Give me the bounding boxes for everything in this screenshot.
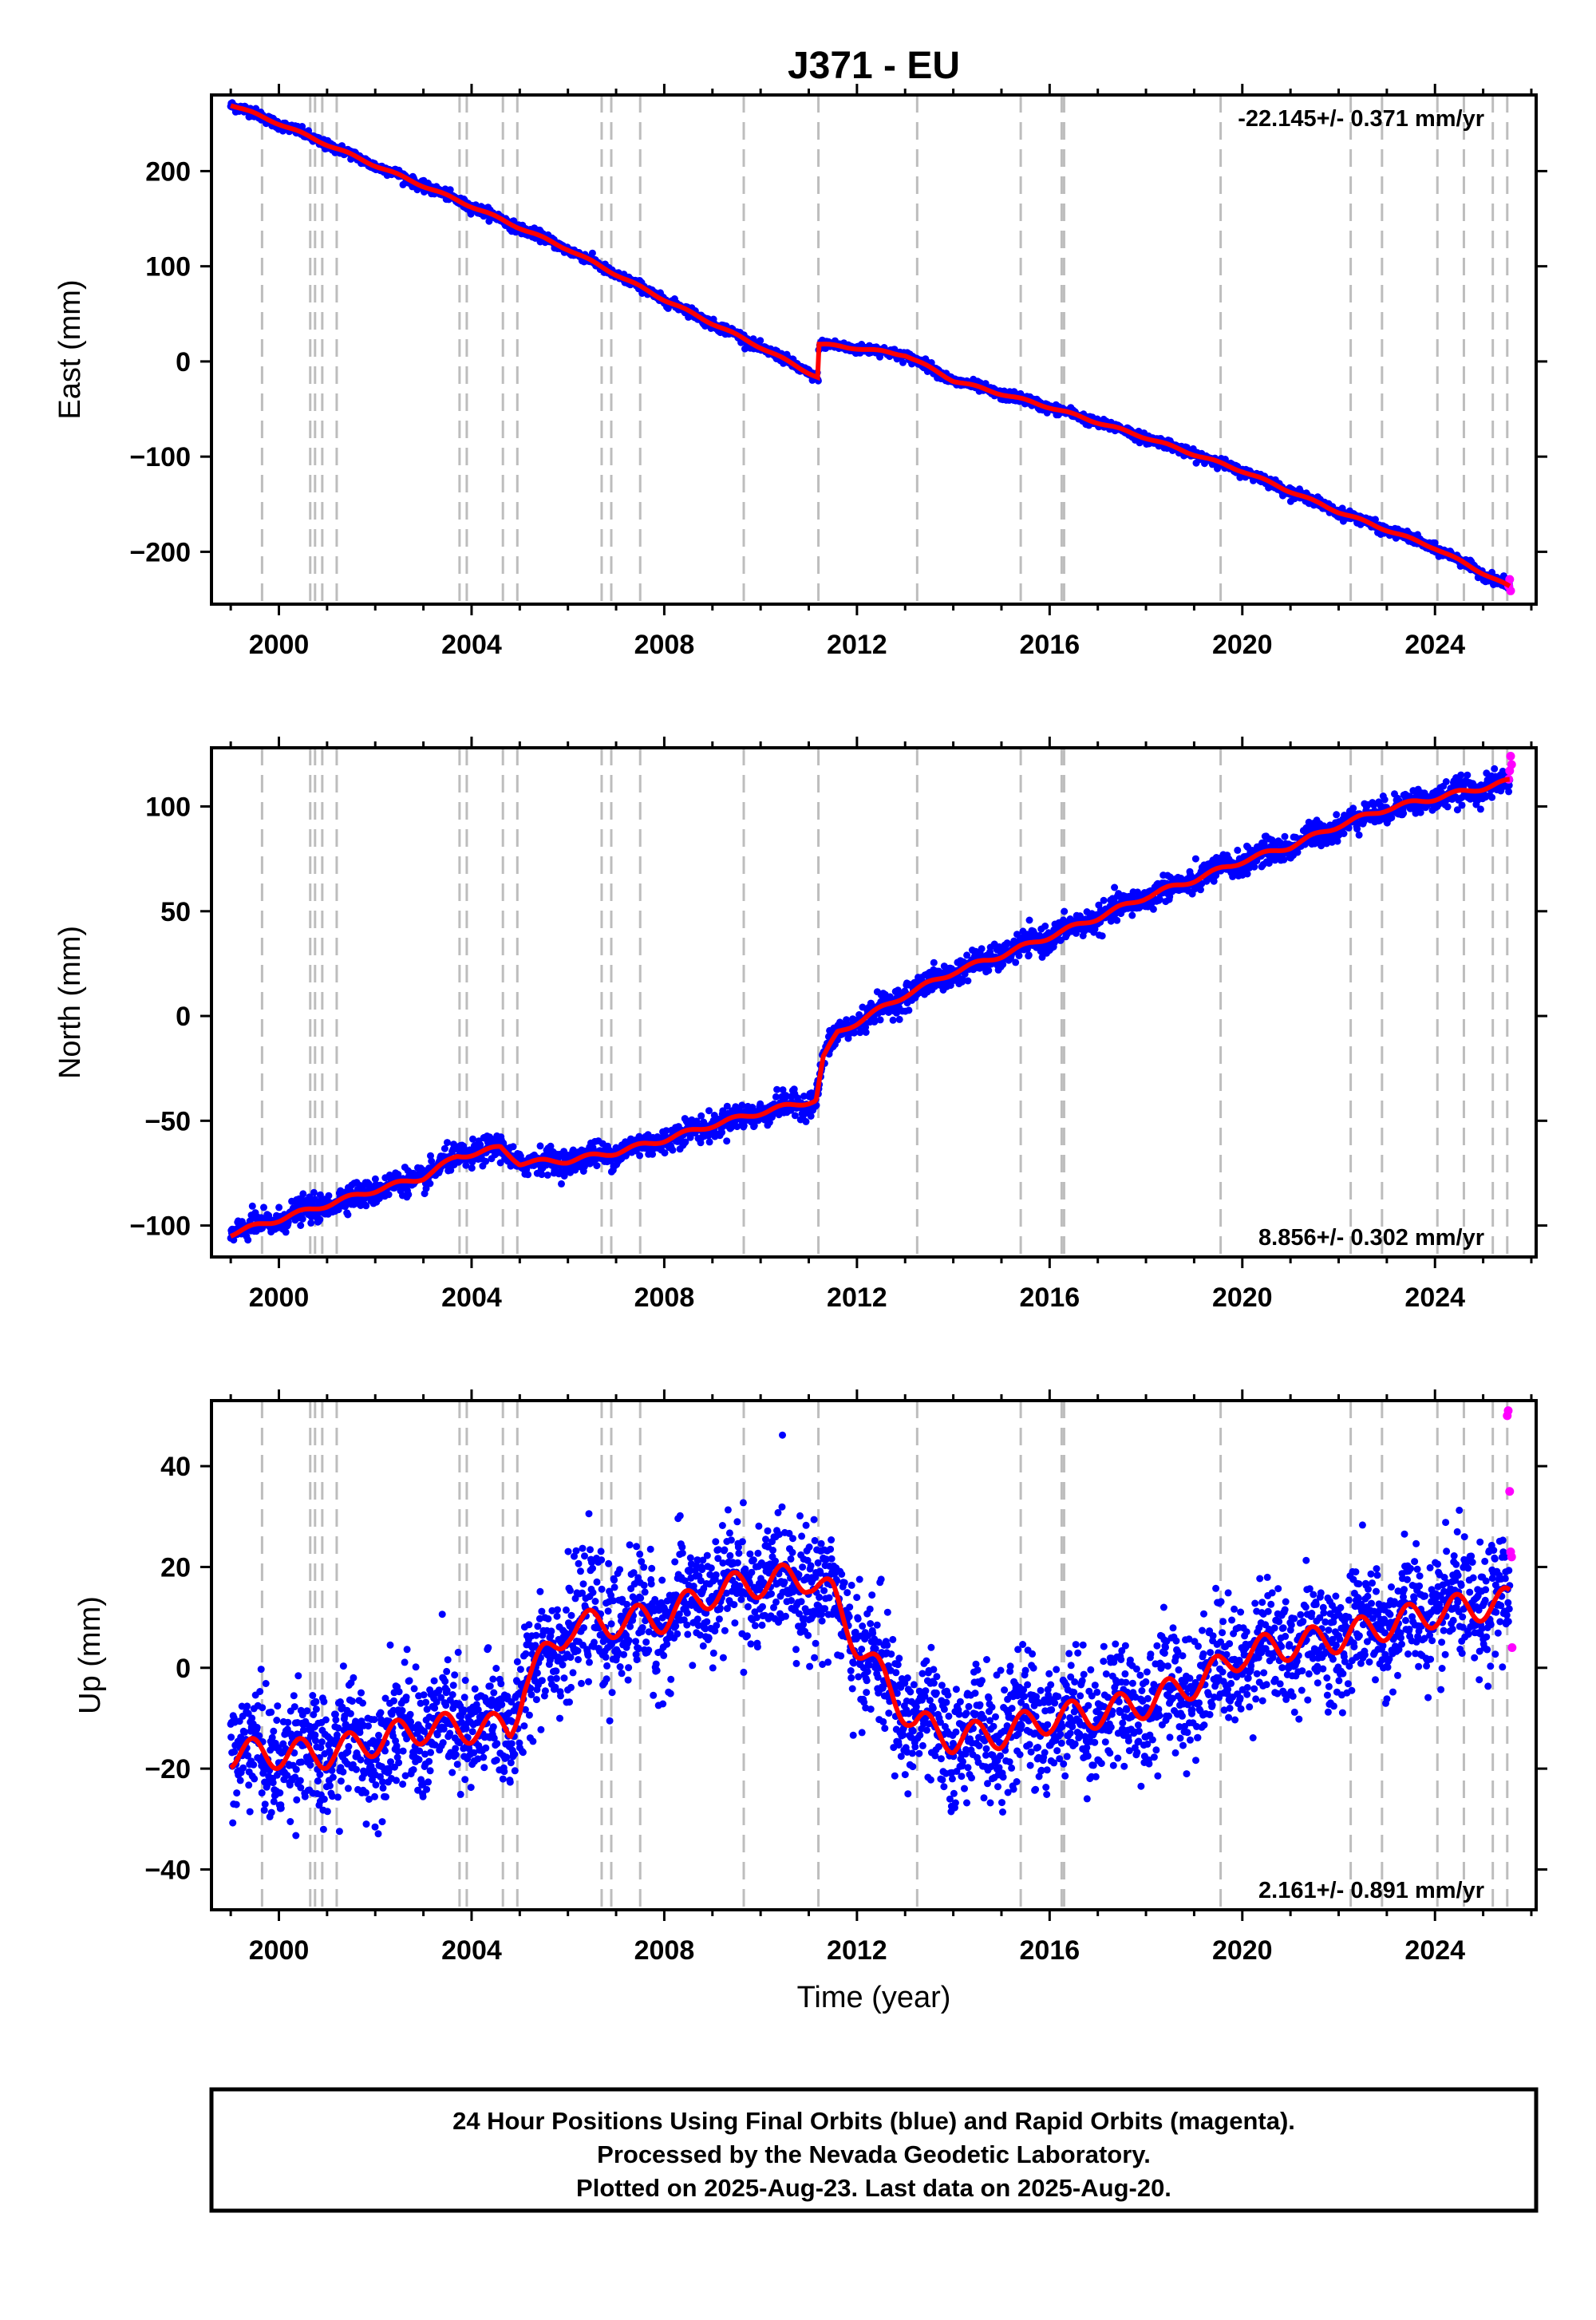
final-orbit-point bbox=[405, 1191, 412, 1198]
y-tick-label: 0 bbox=[176, 347, 191, 377]
final-orbit-point bbox=[669, 1147, 676, 1154]
final-orbit-point bbox=[718, 1128, 725, 1136]
final-orbit-point bbox=[705, 1107, 713, 1114]
final-orbit-point bbox=[877, 1016, 884, 1023]
final-orbit-point bbox=[426, 1180, 433, 1188]
x-tick-label: 2024 bbox=[1404, 630, 1465, 660]
final-orbit-point bbox=[1111, 884, 1118, 891]
x-tick-label: 2008 bbox=[634, 630, 695, 660]
final-orbit-point bbox=[316, 1216, 323, 1223]
final-orbit-point bbox=[1026, 917, 1033, 924]
final-orbit-point bbox=[299, 1215, 306, 1223]
final-orbit-point bbox=[1282, 833, 1289, 840]
final-orbit-point bbox=[1192, 856, 1199, 863]
final-orbit-point bbox=[260, 1203, 267, 1211]
final-orbit-point bbox=[537, 1142, 544, 1149]
final-orbit-point bbox=[1128, 912, 1136, 919]
final-orbit-point bbox=[476, 1141, 484, 1148]
final-orbit-point bbox=[738, 1101, 745, 1109]
final-orbit-point bbox=[1012, 958, 1019, 966]
final-orbit-point bbox=[244, 1236, 251, 1243]
final-orbit-point bbox=[964, 978, 971, 985]
final-orbit-point bbox=[558, 1180, 565, 1188]
y-tick-label: 200 bbox=[145, 156, 191, 187]
final-orbit-point bbox=[1099, 932, 1106, 939]
final-orbit-point bbox=[544, 1172, 551, 1179]
final-orbit-point bbox=[1150, 906, 1157, 913]
final-orbit-point bbox=[706, 1138, 713, 1145]
final-orbit-point bbox=[444, 1139, 451, 1146]
chart-title: J371 - EU bbox=[788, 45, 960, 87]
final-orbit-point bbox=[589, 250, 596, 257]
x-tick-label: 2012 bbox=[827, 630, 887, 660]
final-orbit-point bbox=[325, 1192, 332, 1200]
final-orbit-point bbox=[930, 959, 938, 966]
final-orbit-point bbox=[1113, 917, 1120, 924]
east-y-axis-label: East (mm) bbox=[53, 279, 87, 419]
final-orbit-point bbox=[803, 1118, 810, 1125]
final-orbit-point bbox=[299, 1190, 306, 1197]
final-orbit-point bbox=[524, 1171, 531, 1178]
final-orbit-point bbox=[899, 359, 907, 366]
y-tick-label: −200 bbox=[129, 537, 191, 567]
east-rate-label: -22.145+/- 0.371 mm/yr bbox=[1238, 106, 1484, 132]
final-orbit-point bbox=[310, 1189, 318, 1196]
x-tick-label: 2016 bbox=[1020, 630, 1080, 660]
final-orbit-point bbox=[863, 1029, 870, 1036]
final-orbit-point bbox=[978, 945, 986, 952]
final-orbit-point bbox=[636, 1152, 643, 1159]
x-tick-label: 2004 bbox=[441, 630, 502, 660]
final-orbit-point bbox=[344, 1211, 351, 1219]
final-orbit-point bbox=[1234, 847, 1241, 854]
final-orbit-point bbox=[593, 1162, 600, 1169]
final-orbit-point bbox=[1294, 849, 1302, 856]
x-tick-label: 2000 bbox=[249, 630, 310, 660]
y-tick-label: 100 bbox=[145, 252, 191, 283]
east-panel: 200 100 0 −100 −200 2000 2004 2008 2012 2016 2020 2… bbox=[53, 84, 1547, 660]
final-orbit-point bbox=[1061, 908, 1068, 915]
final-orbit-point bbox=[1333, 811, 1340, 818]
final-orbit-point bbox=[1100, 897, 1108, 904]
final-orbit-point bbox=[307, 1219, 314, 1227]
final-orbit-point bbox=[249, 1203, 256, 1210]
final-orbit-point bbox=[1016, 952, 1023, 959]
final-orbit-point bbox=[697, 1113, 705, 1120]
final-orbit-point bbox=[905, 1006, 912, 1014]
rapid-orbit-point bbox=[1507, 587, 1515, 595]
final-orbit-point bbox=[1025, 951, 1033, 958]
final-orbit-point bbox=[723, 1137, 730, 1144]
y-tick-label: −100 bbox=[129, 442, 191, 472]
final-orbit-point bbox=[385, 1191, 393, 1198]
final-orbit-point bbox=[896, 1016, 903, 1023]
final-orbit-point bbox=[297, 1222, 304, 1229]
final-orbit-point bbox=[282, 1228, 290, 1235]
final-orbit-point bbox=[985, 967, 992, 974]
final-orbit-point bbox=[1041, 923, 1049, 930]
x-tick-label: 2020 bbox=[1212, 630, 1273, 660]
final-orbit-point bbox=[510, 1143, 517, 1150]
final-orbit-point bbox=[275, 1203, 282, 1211]
final-orbit-point bbox=[890, 1017, 897, 1024]
final-orbit-point bbox=[1197, 886, 1204, 893]
